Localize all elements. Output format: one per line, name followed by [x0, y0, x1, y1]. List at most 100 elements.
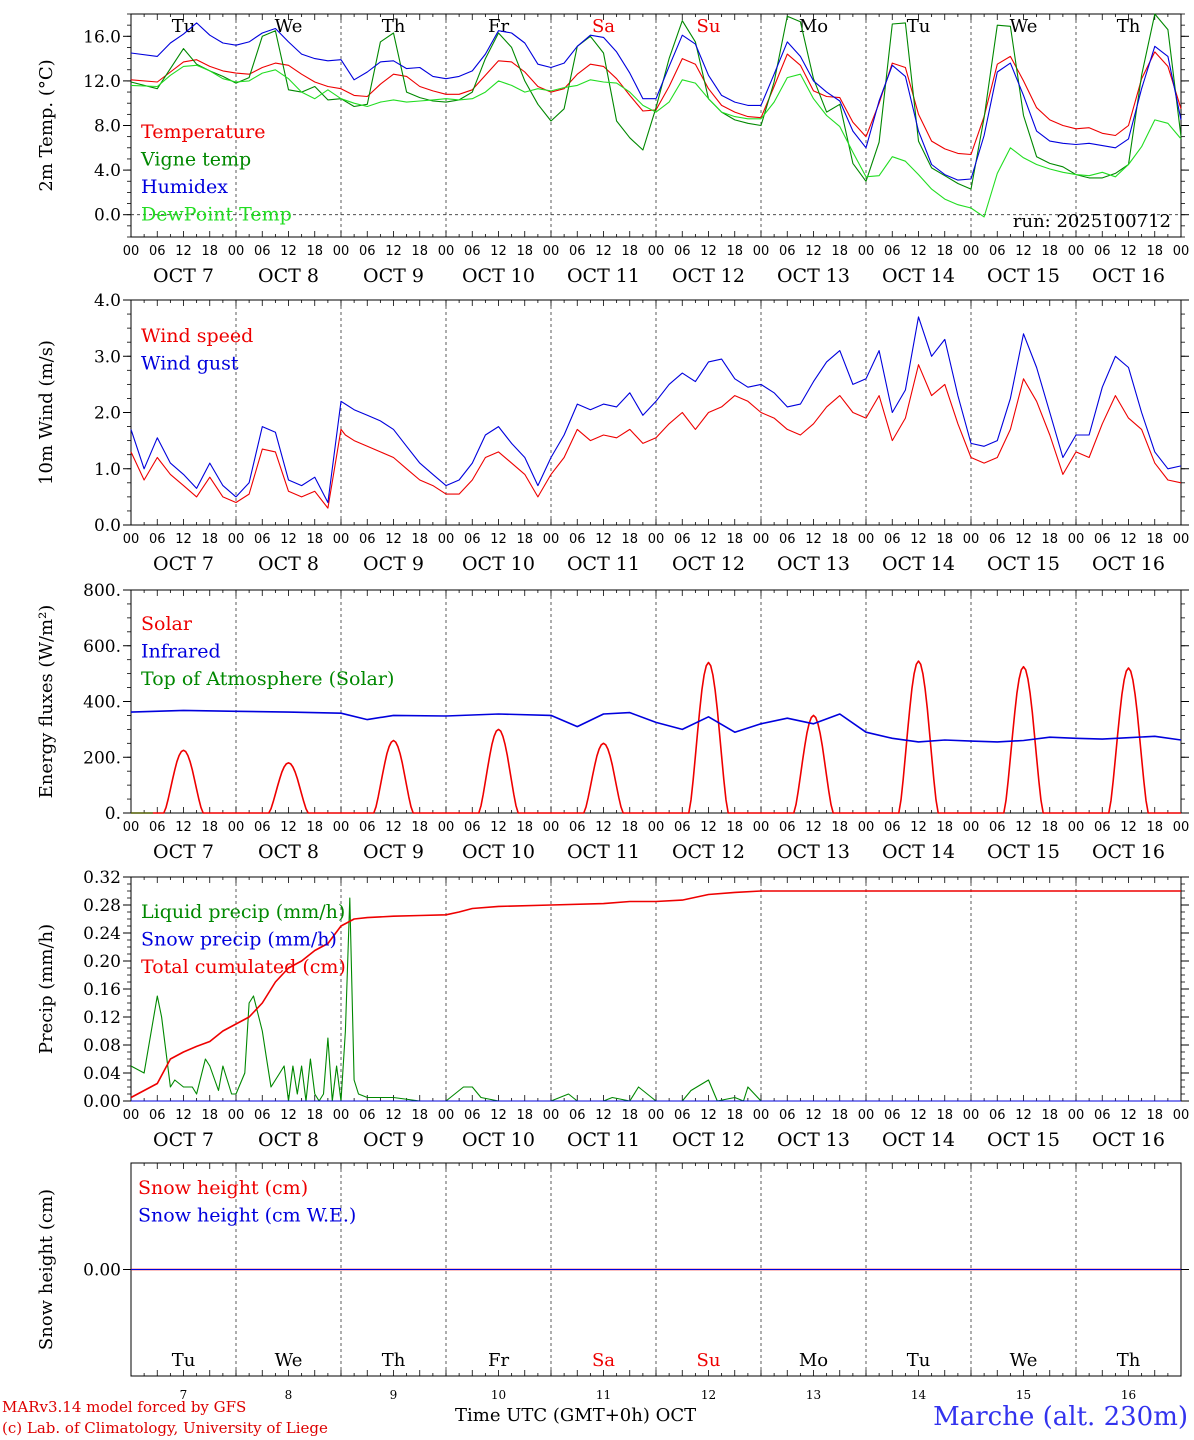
- legend-entry: Vigne temp: [140, 149, 251, 171]
- hour-label: 00: [123, 1108, 140, 1123]
- series-line-dewpoint-temp: [130, 64, 1182, 218]
- hour-label: 00: [753, 244, 770, 259]
- day-number: 13: [806, 1388, 821, 1402]
- hour-label: 00: [228, 532, 245, 547]
- y-tick-label: 0.28: [83, 896, 121, 916]
- hour-label: 06: [359, 1108, 376, 1123]
- hour-label: 12: [490, 532, 507, 547]
- y-tick-label: 16.0: [83, 27, 121, 47]
- hour-label: 00: [333, 244, 350, 259]
- weekday-label: Su: [697, 1350, 721, 1371]
- hour-label: 18: [831, 1108, 848, 1123]
- hour-label: 18: [621, 1108, 638, 1123]
- weekday-label: We: [275, 16, 303, 37]
- hour-label: 12: [1015, 820, 1032, 835]
- hour-label: 00: [333, 820, 350, 835]
- hour-label: 12: [700, 1108, 717, 1123]
- series-line-infrared: [130, 709, 1182, 743]
- hour-label: 00: [963, 244, 980, 259]
- hour-label: 00: [753, 1108, 770, 1123]
- hour-label: 18: [306, 532, 323, 547]
- hour-label: 18: [726, 532, 743, 547]
- hour-label: 12: [490, 1108, 507, 1123]
- hour-label: 06: [1094, 244, 1111, 259]
- y-tick-label: 0.0: [94, 516, 121, 536]
- hour-label: 12: [385, 820, 402, 835]
- hour-label: 12: [490, 244, 507, 259]
- hour-label: 00: [1173, 532, 1190, 547]
- hour-label: 12: [1015, 244, 1032, 259]
- y-tick-label: 8.0: [94, 117, 121, 137]
- hour-label: 18: [621, 532, 638, 547]
- date-label: OCT 16: [1092, 265, 1165, 287]
- y-axis-label: 10m Wind (m/s): [36, 340, 57, 485]
- hour-label: 06: [464, 820, 481, 835]
- legend-entry: Solar: [141, 613, 193, 635]
- date-label: OCT 13: [777, 265, 850, 287]
- hour-label: 06: [989, 532, 1006, 547]
- date-label: OCT 13: [777, 841, 850, 863]
- hour-label: 00: [123, 532, 140, 547]
- hour-label: 12: [595, 532, 612, 547]
- weekday-label: Fr: [488, 1350, 509, 1371]
- legend-entry: Wind speed: [141, 325, 253, 347]
- hour-label: 00: [543, 532, 560, 547]
- hour-label: 12: [700, 532, 717, 547]
- hour-label: 12: [175, 244, 192, 259]
- hour-label: 06: [1094, 820, 1111, 835]
- hour-label: 18: [936, 1108, 953, 1123]
- hour-label: 18: [1146, 820, 1163, 835]
- y-tick-label: 0.00: [83, 1092, 121, 1112]
- date-label: OCT 12: [672, 265, 745, 287]
- hour-label: 18: [936, 244, 953, 259]
- chart-panel-3: 0. 200. 400. 600. 800. Energy fluxes (W/m²) 00…: [36, 581, 1189, 863]
- model-credit: MARv3.14 model forced by GFS: [2, 1398, 247, 1416]
- weekday-label: Su: [697, 16, 721, 37]
- hour-label: 00: [543, 1108, 560, 1123]
- weekday-label: Tu: [172, 1350, 196, 1371]
- hour-label: 12: [1120, 532, 1137, 547]
- hour-label: 18: [1041, 244, 1058, 259]
- date-label: OCT 11: [567, 1129, 640, 1151]
- hour-label: 00: [648, 820, 665, 835]
- hour-label: 06: [149, 820, 166, 835]
- date-label: OCT 15: [987, 841, 1060, 863]
- hour-label: 06: [254, 1108, 271, 1123]
- hour-label: 18: [201, 820, 218, 835]
- hour-label: 18: [831, 532, 848, 547]
- hour-label: 12: [805, 244, 822, 259]
- hour-label: 06: [884, 244, 901, 259]
- hour-label: 18: [411, 532, 428, 547]
- y-tick-label: 2.0: [94, 404, 121, 424]
- hour-label: 06: [884, 820, 901, 835]
- chart-panel-1: 0.0 4.0 8.0 12.0 16.0 2m Temp. (°C) 00 06 12 18 OC…: [36, 13, 1189, 287]
- weekday-label: Th: [382, 1350, 406, 1371]
- y-tick-label: 4.0: [94, 161, 121, 181]
- series-line-total-cumulated-cm: [130, 890, 1181, 1099]
- hour-label: 06: [674, 1108, 691, 1123]
- hour-label: 06: [674, 244, 691, 259]
- hour-label: 00: [648, 1108, 665, 1123]
- date-label: OCT 15: [987, 265, 1060, 287]
- hour-label: 18: [411, 244, 428, 259]
- date-label: OCT 14: [882, 265, 955, 287]
- legend-entry: Infrared: [141, 641, 221, 663]
- hour-label: 06: [989, 244, 1006, 259]
- hour-label: 06: [359, 244, 376, 259]
- weekday-label: We: [1010, 16, 1038, 37]
- y-tick-label: 0.00: [83, 1261, 121, 1281]
- hour-label: 06: [254, 820, 271, 835]
- day-number: 7: [180, 1388, 188, 1402]
- y-axis-label: Energy fluxes (W/m²): [36, 605, 57, 799]
- legend-entry: DewPoint Temp: [141, 204, 292, 226]
- date-label: OCT 11: [567, 841, 640, 863]
- hour-label: 18: [936, 532, 953, 547]
- hour-label: 06: [464, 1108, 481, 1123]
- date-label: OCT 16: [1092, 841, 1165, 863]
- y-axis-label: 2m Temp. (°C): [36, 59, 57, 191]
- date-label: OCT 14: [882, 553, 955, 575]
- plot-frame: [130, 589, 1182, 814]
- hour-label: 06: [674, 532, 691, 547]
- hour-label: 06: [464, 532, 481, 547]
- hour-label: 12: [700, 820, 717, 835]
